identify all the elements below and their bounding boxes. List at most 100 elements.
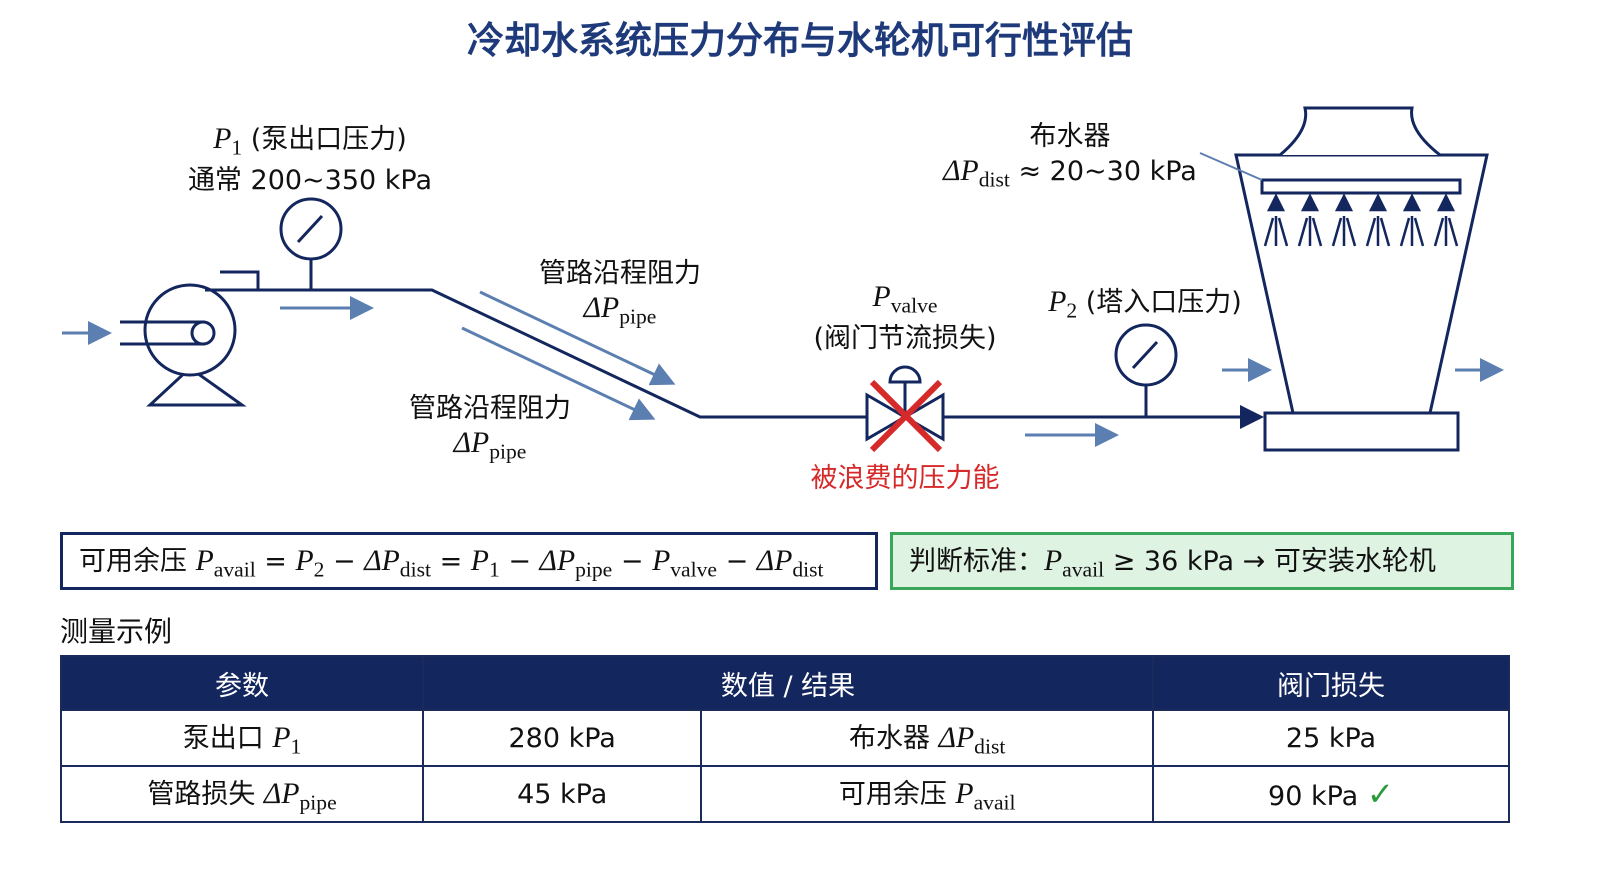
subscript: avail [1062,557,1105,582]
symbol: P [213,123,232,155]
pipe-symbol: ΔPpipe [520,291,720,333]
distributor-symbol: ΔPdist ≈ 20~30 kPa [940,154,1200,196]
formula-box: 可用余压 Pavail = P2 − ΔPdist = P1 − ΔPpipe … [60,532,878,590]
table-caption: 测量示例 [60,615,173,648]
nozzles [1263,193,1459,247]
subscript: 2 [313,557,325,582]
spray [1297,216,1323,247]
subscript: valve [890,293,938,318]
flow-arrows [62,290,1504,447]
gauges [279,197,1178,417]
valve-note: (阀门节流损失) [813,323,997,355]
table-cell: 管路损失 ΔPpipe [60,765,424,823]
subscript: 2 [1066,298,1078,323]
subscript: dist [792,557,824,582]
text: (泵出口压力) [242,124,407,155]
table-cell: 布水器 ΔPdist [700,709,1154,767]
subscript: dist [978,167,1010,192]
table-cell: 可用余压 Pavail [700,765,1154,823]
table-cell: 280 kPa [421,709,703,767]
spray [1365,216,1391,247]
subscript: pipe [619,304,657,329]
text: 25 kPa [1285,722,1377,754]
symbol: P [272,722,291,755]
symbol: ΔP [943,155,979,187]
nozzle [1266,193,1286,212]
pipe-label-upper: 管路沿程阻力 ΔPpipe [520,257,720,333]
subscript: pipe [575,557,613,582]
pump-symbol: P1 (泵出口压力) [180,122,440,164]
check-mark: ✓ [1366,775,1394,813]
table-cell: 泵出口 P1 [60,709,424,767]
distributor-name: 布水器 [1029,121,1111,152]
symbol: P [1048,286,1067,318]
text: = [255,546,296,577]
spray [1331,216,1357,247]
text: − [324,546,365,577]
text: (塔入口压力) [1077,287,1242,318]
symbol: P [955,778,974,811]
symbol: ΔP [453,427,490,459]
distributor-label: 布水器 ΔPdist ≈ 20~30 kPa [940,120,1200,196]
valve-symbol: Pvalve [800,280,1010,322]
text: 可用余压 [838,779,956,811]
text: − [716,546,757,577]
valve [865,365,945,453]
nozzle [1300,193,1320,212]
subscript: 1 [488,557,500,582]
valve-label: Pvalve (阀门节流损失) [800,280,1010,356]
nozzle [1402,193,1422,212]
cooling-tower [1199,106,1489,452]
subscript: dist [974,734,1006,759]
table-cell: 45 kPa [421,765,703,823]
nozzle [1334,193,1354,212]
spray [1399,216,1425,247]
symbol: P [470,545,489,577]
table-row: 管路损失 ΔPpipe 45 kPa 可用余压 Pavail 90 kPa ✓ [60,765,1510,823]
table-row: 泵出口 P1 280 kPa 布水器 ΔPdist 25 kPa [60,709,1510,767]
pipe [258,288,1264,429]
spray [1433,216,1459,247]
subscript: avail [973,790,1016,815]
table-cell: 90 kPa ✓ [1152,765,1510,823]
header-cell: 参数 [60,655,424,711]
text: 泵出口 [182,723,273,755]
pump-label: P1 (泵出口压力) 通常 200~350 kPa [180,122,440,198]
table-cell: 25 kPa [1152,709,1510,767]
text: 判断标准： [909,546,1044,577]
subscript: 1 [231,135,243,160]
table: 参数 数值 / 结果 阀门损失 泵出口 P1 280 kPa 布水器 ΔPdist 2… [60,655,1510,823]
pump [120,270,260,407]
text: = [431,546,471,577]
symbol: ΔP [364,545,400,577]
header-row: 参数 数值 / 结果 阀门损失 [60,655,1510,711]
nozzle [1368,193,1388,212]
symbol: P [1044,545,1063,577]
text: ≥ 36 kPa → 可安装水轮机 [1104,546,1436,577]
text: 布水器 [849,723,939,755]
subscript: pipe [299,790,337,815]
symbol: ΔP [756,545,793,577]
title: 冷却水系统压力分布与水轮机可行性评估 [467,19,1133,62]
subscript: 1 [290,734,302,759]
pipe-name: 管路沿程阻力 [409,393,571,424]
pipe-name: 管路沿程阻力 [539,258,701,289]
text: 280 kPa [508,722,616,754]
text: 45 kPa [517,778,608,810]
text: ≈ 20~30 kPa [1009,156,1197,187]
nozzle [1436,193,1456,212]
criterion-box: 判断标准：Pavail ≥ 36 kPa → 可安装水轮机 [890,532,1514,590]
waste-label: 被浪费的压力能 [810,463,1000,494]
header-cell: 阀门损失 [1152,655,1510,711]
p2-label: P2 (塔入口压力) [1040,285,1250,327]
symbol: P [295,545,314,577]
text: 管路损失 [147,779,264,811]
text: 可用余压 [79,546,196,577]
subscript: dist [399,557,431,582]
text: − [612,546,653,577]
symbol: ΔP [263,778,300,811]
header-cell: 数值 / 结果 [422,655,1154,711]
pipe-symbol: ΔPpipe [390,426,590,468]
